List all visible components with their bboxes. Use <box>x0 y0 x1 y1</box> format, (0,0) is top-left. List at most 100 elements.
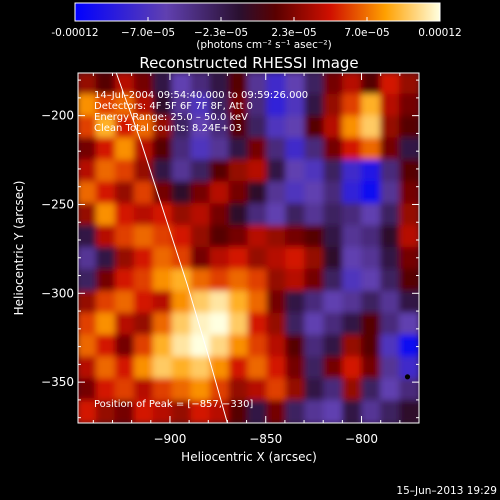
heatmap-cell <box>380 290 402 315</box>
x-tick-label: −900 <box>153 432 186 446</box>
heatmap-cell <box>152 378 174 403</box>
heatmap-cell <box>133 137 155 162</box>
heatmap-cell <box>190 159 212 184</box>
heatmap-cell <box>285 203 307 228</box>
heatmap-cell <box>114 225 136 250</box>
heatmap-cell <box>190 290 212 315</box>
heatmap-cell <box>78 93 98 118</box>
heatmap-cell <box>399 73 419 96</box>
heatmap-cell <box>209 378 231 403</box>
heatmap-cell <box>171 225 193 250</box>
heatmap-cell <box>247 225 269 250</box>
heatmap-cell <box>399 203 419 228</box>
heatmap-cell <box>380 137 402 162</box>
heatmap-cell <box>78 268 98 293</box>
heatmap-cell <box>266 290 288 315</box>
heatmap-cell <box>380 181 402 206</box>
heatmap-cell <box>361 378 383 403</box>
colorbar-tick-label: 7.0e−05 <box>344 27 389 39</box>
heatmap-cell <box>95 268 117 293</box>
heatmap-cell <box>399 356 419 381</box>
heatmap-cell <box>78 159 98 184</box>
heatmap-cell <box>95 73 117 96</box>
heatmap-cell <box>171 247 193 271</box>
heatmap-cell <box>285 137 307 162</box>
heatmap-cell <box>171 378 193 403</box>
heatmap-cell <box>133 334 155 359</box>
heatmap-cell <box>361 247 383 271</box>
heatmap-cell <box>342 115 364 140</box>
heatmap-cell <box>228 159 250 184</box>
heatmap-cell <box>247 312 269 337</box>
heatmap-cell <box>304 334 326 359</box>
heatmap-cell <box>190 203 212 228</box>
heatmap-cell <box>399 225 419 250</box>
heatmap-cell <box>266 312 288 337</box>
heatmap-cell <box>323 137 345 162</box>
heatmap-cell <box>228 334 250 359</box>
heatmap-cell <box>304 203 326 228</box>
heatmap-cell <box>380 268 402 293</box>
heatmap-cell <box>304 247 326 271</box>
heatmap-cell <box>323 203 345 228</box>
heatmap-cell <box>133 73 155 96</box>
heatmap-cell <box>361 312 383 337</box>
heatmap-cell <box>190 225 212 250</box>
heatmap-cell <box>380 203 402 228</box>
heatmap-cell <box>114 268 136 293</box>
heatmap-cell <box>228 356 250 381</box>
heatmap-cell <box>114 181 136 206</box>
heatmap-cell <box>171 334 193 359</box>
heatmap-cell <box>171 312 193 337</box>
heatmap-cell <box>95 312 117 337</box>
heatmap-cell <box>190 356 212 381</box>
heatmap-cell <box>247 334 269 359</box>
heatmap-cell <box>114 137 136 162</box>
heatmap-cell <box>133 356 155 381</box>
heatmap-cell <box>380 378 402 403</box>
heatmap-cell <box>171 268 193 293</box>
heatmap-cell <box>133 115 155 140</box>
heatmap-cell <box>228 93 250 118</box>
heatmap-cell <box>152 225 174 250</box>
heatmap-cell <box>209 137 231 162</box>
heatmap-cell <box>247 93 269 118</box>
heatmap-cell <box>380 312 402 337</box>
y-tick-label: −250 <box>41 197 74 211</box>
heatmap-cell <box>342 400 364 423</box>
heatmap-cell <box>361 73 383 96</box>
heatmap-cell <box>399 159 419 184</box>
heatmap-cell <box>209 181 231 206</box>
heatmap-cell <box>133 225 155 250</box>
heatmap-cell <box>399 312 419 337</box>
heatmap-cell <box>190 247 212 271</box>
heatmap-cell <box>114 378 136 403</box>
heatmap-cell <box>228 137 250 162</box>
heatmap-cell <box>266 356 288 381</box>
heatmap-cell <box>114 400 136 423</box>
heatmap-cell <box>95 93 117 118</box>
heatmap-cell <box>247 115 269 140</box>
heatmap-cell <box>190 378 212 403</box>
heatmap-cell <box>152 334 174 359</box>
heatmap-cell <box>247 203 269 228</box>
heatmap-cell <box>304 159 326 184</box>
heatmap-cell <box>133 312 155 337</box>
heatmap-cell <box>95 137 117 162</box>
heatmap-cell <box>247 378 269 403</box>
heatmap-cell <box>247 247 269 271</box>
heatmap-cell <box>304 378 326 403</box>
heatmap-cell <box>152 268 174 293</box>
heatmap-cell <box>171 203 193 228</box>
colorbar-tick-label: −7.0e−05 <box>121 27 175 39</box>
heatmap-cell <box>152 115 174 140</box>
heatmap-cell <box>380 93 402 118</box>
info-line-time: 14–Jul–2004 09:54:40.000 to 09:59:26.000 <box>94 90 308 101</box>
heatmap-cell <box>228 73 250 96</box>
heatmap-cell <box>285 334 307 359</box>
heatmap-cell <box>285 93 307 118</box>
info-line-counts: Clean Total counts: 8.24E+03 <box>94 123 242 134</box>
heatmap-cell <box>247 159 269 184</box>
colorbar-tick-label: −2.3e−05 <box>194 27 248 39</box>
